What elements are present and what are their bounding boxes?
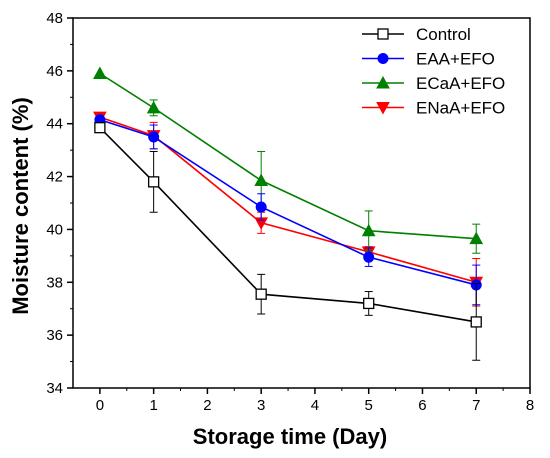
legend-item: ECaA+EFO xyxy=(362,74,505,93)
data-point xyxy=(146,100,161,114)
legend-item: EAA+EFO xyxy=(362,50,495,69)
y-tick-label: 36 xyxy=(46,327,63,344)
data-point xyxy=(469,231,484,245)
data-point xyxy=(363,297,375,310)
data-point xyxy=(147,176,160,188)
y-tick-label: 46 xyxy=(46,63,63,80)
y-tick-label: 42 xyxy=(46,169,63,186)
legend-label: Control xyxy=(416,25,471,44)
y-tick-label: 44 xyxy=(46,116,63,133)
y-axis-title: Moisture content (%) xyxy=(8,97,33,315)
legend-item: Control xyxy=(362,25,471,44)
legend-marker xyxy=(377,53,389,64)
y-tick-label: 48 xyxy=(46,10,63,27)
x-tick-label: 6 xyxy=(418,397,426,414)
x-tick-label: 8 xyxy=(526,397,534,414)
legend-label: ENaA+EFO xyxy=(416,99,505,118)
series-eaa-efo xyxy=(94,114,482,306)
y-tick-label: 34 xyxy=(46,380,63,397)
legend-marker xyxy=(376,75,390,89)
legend-marker xyxy=(376,102,390,115)
series-control xyxy=(94,122,482,361)
x-tick-label: 3 xyxy=(257,397,265,414)
legend-marker xyxy=(377,28,389,40)
legend-item: ENaA+EFO xyxy=(362,99,505,118)
legend: Control EAA+EFO ECaA+EFO ENaA+EFO xyxy=(362,25,505,118)
series-layer xyxy=(93,66,484,361)
series-line xyxy=(99,118,477,286)
x-tick-label: 0 xyxy=(96,397,104,414)
series-line xyxy=(99,127,477,323)
x-axis-title: Storage time (Day) xyxy=(193,424,387,449)
y-axis-ticks: 34 36 38 40 42 44 46 48 xyxy=(46,10,73,397)
x-axis-ticks: 0 1 2 3 4 5 6 7 8 xyxy=(96,388,534,414)
data-point xyxy=(93,66,107,79)
data-point xyxy=(148,131,160,143)
series-ecaa-efo xyxy=(93,66,484,254)
data-point xyxy=(361,223,376,237)
data-point xyxy=(94,122,106,134)
legend-label: ECaA+EFO xyxy=(416,74,505,93)
series-line xyxy=(99,116,477,284)
data-point xyxy=(363,251,375,263)
y-tick-label: 38 xyxy=(46,274,63,291)
x-tick-label: 2 xyxy=(203,397,211,414)
data-point xyxy=(255,288,267,300)
x-tick-label: 1 xyxy=(149,397,157,414)
x-tick-label: 7 xyxy=(472,397,480,414)
data-point xyxy=(254,173,269,187)
legend-label: EAA+EFO xyxy=(416,50,495,69)
x-tick-label: 4 xyxy=(311,397,319,414)
x-tick-label: 5 xyxy=(365,397,373,414)
y-tick-label: 40 xyxy=(46,221,63,238)
data-point xyxy=(470,316,482,328)
data-point xyxy=(255,201,267,213)
